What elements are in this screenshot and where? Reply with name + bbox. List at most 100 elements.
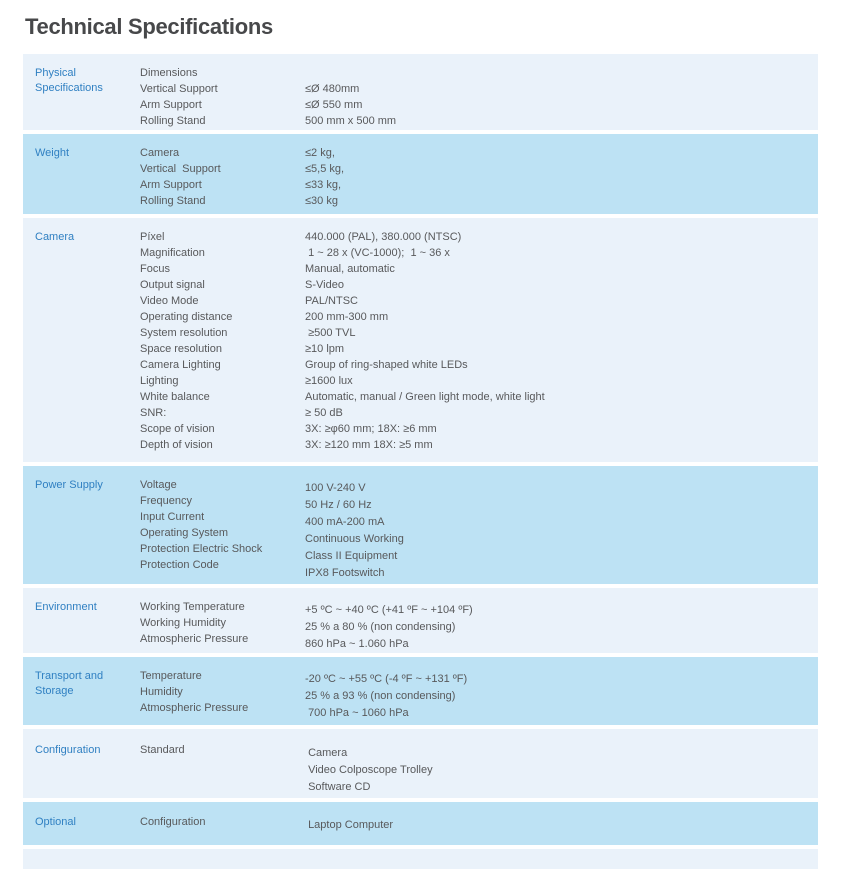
spec-attribute: White balance: [140, 391, 210, 403]
spec-attribute: Humidity: [140, 686, 183, 698]
spec-value: ≤Ø 480mm: [305, 83, 360, 95]
spec-value: 700 hPa ~ 1060 hPa: [305, 707, 409, 719]
spec-attribute: Input Current: [140, 511, 205, 523]
spec-attribute: System resolution: [140, 327, 228, 339]
spec-value: 3X: ≥φ60 mm; 18X: ≥6 mm: [305, 423, 437, 435]
section-value-column: ≤2 kg, ≤5,5 kg, ≤33 kg, ≤30 kg: [305, 145, 808, 209]
section-value-column: 440.000 (PAL), 380.000 (NTSC) 1 ~ 28 x (…: [305, 229, 808, 453]
spec-value: ≥10 lpm: [305, 343, 345, 355]
spec-section-row: Camera Píxel Magnification Focus Output sig…: [23, 218, 818, 462]
section-category-label: Weight: [35, 147, 70, 159]
spec-value: ≥ 50 dB: [305, 407, 343, 419]
section-attribute-column: Working Temperature Working Humidity Atmos…: [140, 599, 305, 647]
spec-attribute: Temperature: [140, 670, 202, 682]
spec-attribute: Arm Support: [140, 99, 202, 111]
spec-section-row: Physical Specifications Dimensions Vertic…: [23, 54, 818, 130]
spec-attribute: Camera Lighting: [140, 359, 221, 371]
spec-value: PAL/NTSC: [305, 295, 358, 307]
section-attribute-column: Voltage Frequency Input Current Operating S…: [140, 477, 305, 573]
spec-value: ≤30 kg: [305, 195, 338, 207]
section-category-label: [35, 849, 140, 850]
spec-attribute: Píxel: [140, 231, 165, 243]
spec-table: Physical Specifications Dimensions Vertic…: [23, 54, 818, 869]
spec-value: Camera: [305, 747, 348, 759]
spec-value: 200 mm-300 mm: [305, 311, 389, 323]
spec-attribute: Arm Support: [140, 179, 202, 191]
spec-attribute: Camera: [140, 147, 180, 159]
spec-value: 440.000 (PAL), 380.000 (NTSC): [305, 231, 462, 243]
spec-attribute: Rolling Stand: [140, 195, 206, 207]
spec-value: 100 V-240 V: [305, 482, 366, 494]
spec-value: -20 ºC ~ +55 ºC (-4 ºF ~ +131 ºF): [305, 673, 468, 685]
page-title: Technical Specifications: [25, 14, 273, 39]
section-category-label: Power Supply: [35, 479, 103, 491]
spec-attribute: [140, 758, 305, 774]
section-value-column: [305, 849, 808, 852]
spec-attribute: Lighting: [140, 375, 179, 387]
spec-sheet-page: Technical Specifications Physical Specif…: [0, 14, 841, 869]
spec-value: IPX8 Footswitch: [305, 567, 385, 579]
spec-value: Continuous Working: [305, 533, 404, 545]
spec-attribute: Depth of vision: [140, 439, 213, 451]
section-value-column: -20 ºC ~ +55 ºC (-4 ºF ~ +131 ºF) 25 % a …: [305, 668, 808, 722]
spec-attribute: Operating System: [140, 527, 229, 539]
spec-attribute: Voltage: [140, 479, 177, 491]
spec-attribute: Operating distance: [140, 311, 233, 323]
spec-value: 860 hPa ~ 1.060 hPa: [305, 638, 409, 650]
spec-attribute: Vertical Support: [140, 83, 218, 95]
spec-value: Class II Equipment: [305, 550, 398, 562]
section-category-label: Transport and Storage: [35, 670, 107, 697]
spec-value: ≤2 kg,: [305, 147, 335, 159]
spec-value: Software CD: [305, 781, 371, 793]
spec-value: S-Video: [305, 279, 344, 291]
section-attribute-column: Píxel Magnification Focus Output signal Vide…: [140, 229, 305, 453]
section-value-column: Camera Video Colposcope Trolley Software…: [305, 742, 808, 796]
spec-value: 50 Hz / 60 Hz: [305, 499, 372, 511]
spec-value: 25 % a 80 % (non condensing): [305, 621, 456, 633]
spec-section-row: [23, 849, 818, 869]
spec-value: [305, 65, 808, 81]
spec-value: ≤Ø 550 mm: [305, 99, 363, 111]
spec-section-row: Power Supply Voltage Frequency Input Curre…: [23, 466, 818, 584]
spec-value: Laptop Computer: [305, 819, 394, 831]
section-attribute-column: Configuration: [140, 814, 305, 830]
section-value-column: ≤Ø 480mm ≤Ø 550 mm 500 mm x 500 mm: [305, 65, 808, 129]
section-value-column: +5 ºC ~ +40 ºC (+41 ºF ~ +104 ºF) 25 % a …: [305, 599, 808, 653]
spec-value: 500 mm x 500 mm: [305, 115, 397, 127]
spec-section-row: Weight Camera Vertical Support Arm Support…: [23, 134, 818, 214]
spec-attribute: Protection Code: [140, 559, 219, 571]
section-attribute-column: Standard: [140, 742, 305, 790]
spec-attribute: Frequency: [140, 495, 192, 507]
section-attribute-column: Camera Vertical Support Arm Support Rolling…: [140, 145, 305, 209]
spec-attribute: Configuration: [140, 816, 206, 828]
spec-value: ≤33 kg,: [305, 179, 342, 191]
spec-attribute: Magnification: [140, 247, 205, 259]
spec-section-row: Optional Configuration Laptop Computer: [23, 802, 818, 845]
section-category-label: Physical Specifications: [35, 67, 103, 94]
spec-value: +5 ºC ~ +40 ºC (+41 ºF ~ +104 ºF): [305, 604, 473, 616]
spec-section-row: Environment Working Temperature Working H…: [23, 588, 818, 653]
section-category-label: Configuration: [35, 744, 101, 756]
spec-value: Video Colposcope Trolley: [305, 764, 433, 776]
spec-value: ≥500 TVL: [305, 327, 356, 339]
spec-attribute: Output signal: [140, 279, 205, 291]
spec-value: Manual, automatic: [305, 263, 395, 275]
section-attribute-column: Temperature Humidity Atmospheric Pressure: [140, 668, 305, 716]
spec-attribute: Focus: [140, 263, 170, 275]
spec-value: Group of ring-shaped white LEDs: [305, 359, 468, 371]
spec-attribute: Working Temperature: [140, 601, 245, 613]
spec-section-row: Configuration Standard Camera Video Colp…: [23, 729, 818, 798]
spec-value: ≥1600 lux: [305, 375, 353, 387]
spec-value: ≤5,5 kg,: [305, 163, 345, 175]
spec-value: Automatic, manual / Green light mode, wh…: [305, 391, 545, 403]
section-attribute-column: Dimensions Vertical Support Arm Support Rol…: [140, 65, 305, 129]
spec-value: 1 ~ 28 x (VC-1000); 1 ~ 36 x: [305, 247, 450, 259]
section-category-label: Environment: [35, 601, 97, 613]
spec-value: 400 mA-200 mA: [305, 516, 385, 528]
section-value-column: 100 V-240 V 50 Hz / 60 Hz 400 mA-200 mA Con…: [305, 477, 808, 582]
spec-attribute: Vertical Support: [140, 163, 221, 175]
spec-attribute: Protection Electric Shock: [140, 543, 263, 555]
spec-attribute: Rolling Stand: [140, 115, 206, 127]
spec-attribute: Atmospheric Pressure: [140, 702, 249, 714]
spec-attribute: [140, 774, 305, 790]
